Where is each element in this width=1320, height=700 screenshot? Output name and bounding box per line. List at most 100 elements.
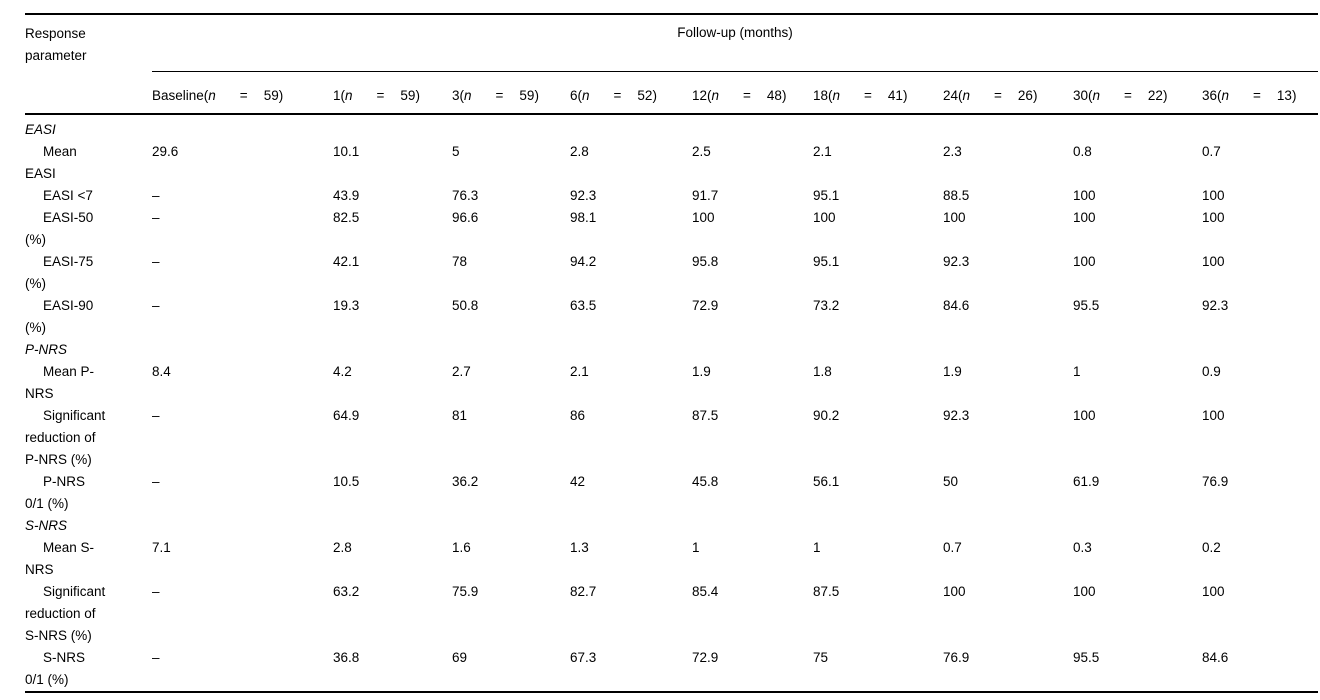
cell-value: 2.3 xyxy=(943,144,962,159)
cell-value: 81 xyxy=(452,408,468,423)
cell-value: 100 xyxy=(1202,584,1225,599)
cell-value: 43.9 xyxy=(333,188,360,203)
row-parameter-header: Response parameter xyxy=(25,26,87,63)
cell-value xyxy=(152,515,333,537)
table-row: Significant reduction of S-NRS (%) – 63.2 7… xyxy=(25,581,1318,647)
cell-value: 45.8 xyxy=(692,474,719,489)
cell-value: 100 xyxy=(943,210,966,225)
cell-value xyxy=(570,113,692,141)
cell-value: 95.1 xyxy=(813,188,840,203)
cell-value xyxy=(333,515,452,537)
cell-value: – xyxy=(152,408,160,423)
row-label: EASI <7 xyxy=(43,188,93,203)
cell-value: 1.9 xyxy=(692,364,711,379)
cell-value: 76.3 xyxy=(452,188,479,203)
cell-value: 2.1 xyxy=(813,144,832,159)
cell-value: 72.9 xyxy=(692,650,719,665)
cell-value: 100 xyxy=(1202,188,1225,203)
cell-value xyxy=(152,113,333,141)
followup-months-header: Follow-up (months) xyxy=(152,14,1319,72)
cell-value: 42 xyxy=(570,474,586,489)
cell-value xyxy=(692,113,813,141)
cell-value: 29.6 xyxy=(152,144,179,159)
cell-value: 100 xyxy=(1073,210,1096,225)
table-row: Mean EASI 29.6 10.1 5 2.8 2.5 2.1 2.3 0.8 0.7 xyxy=(25,141,1318,185)
column-header: Baseline(n = 59) xyxy=(152,88,284,103)
cell-value xyxy=(692,515,813,537)
cell-value: 100 xyxy=(1073,408,1096,423)
table-row: EASI-75 (%) – 42.1 78 94.2 95.8 95.1 92.3 100 100 xyxy=(25,251,1318,295)
column-header: 30(n = 22) xyxy=(1073,88,1168,103)
cell-value: 85.4 xyxy=(692,584,719,599)
cell-value: 0.7 xyxy=(1202,144,1221,159)
cell-value: – xyxy=(152,298,160,313)
cell-value xyxy=(692,339,813,361)
cell-value xyxy=(813,339,943,361)
cell-value xyxy=(1073,113,1202,141)
cell-value: 10.5 xyxy=(333,474,360,489)
cell-value: 82.7 xyxy=(570,584,597,599)
cell-value xyxy=(333,113,452,141)
table-row: S-NRS xyxy=(25,515,1318,537)
table-row: Mean S- NRS 7.1 2.8 1.6 1.3 1 1 0.7 0.3 0.2 xyxy=(25,537,1318,581)
cell-value: – xyxy=(152,474,160,489)
row-label: EASI-50 (%) xyxy=(25,210,94,247)
cell-value: 82.5 xyxy=(333,210,360,225)
cell-value: 100 xyxy=(1202,254,1225,269)
cell-value: 90.2 xyxy=(813,408,840,423)
cell-value: – xyxy=(152,210,160,225)
cell-value: 0.2 xyxy=(1202,540,1221,555)
section-label: S-NRS xyxy=(25,518,68,533)
cell-value xyxy=(1073,515,1202,537)
cell-value: 94.2 xyxy=(570,254,597,269)
cell-value xyxy=(943,515,1073,537)
cell-value: 100 xyxy=(1073,584,1096,599)
cell-value: 98.1 xyxy=(570,210,597,225)
cell-value xyxy=(813,113,943,141)
cell-value: 87.5 xyxy=(692,408,719,423)
cell-value: 96.6 xyxy=(452,210,479,225)
cell-value xyxy=(1202,515,1318,537)
table-row: EASI xyxy=(25,113,1319,141)
row-label: Significant reduction of S-NRS (%) xyxy=(25,584,106,643)
cell-value: 0.3 xyxy=(1073,540,1092,555)
row-label: Significant reduction of P-NRS (%) xyxy=(25,408,106,467)
cell-value: 69 xyxy=(452,650,468,665)
cell-value: 91.7 xyxy=(692,188,719,203)
followup-results-table: Response parameter Follow-up (months) Ba… xyxy=(25,13,1319,693)
cell-value: 75 xyxy=(813,650,829,665)
cell-value: 95.1 xyxy=(813,254,840,269)
cell-value: 50 xyxy=(943,474,959,489)
cell-value: 87.5 xyxy=(813,584,840,599)
table-body: EASI Mean EASI 29.6 10.1 5 2.8 2.5 2.1 2.3 0.8 0.7… xyxy=(25,113,1319,692)
cell-value: 78 xyxy=(452,254,468,269)
cell-value: 64.9 xyxy=(333,408,360,423)
cell-value: 8.4 xyxy=(152,364,171,379)
cell-value: 67.3 xyxy=(570,650,597,665)
cell-value: 95.8 xyxy=(692,254,719,269)
cell-value: 100 xyxy=(1202,408,1225,423)
cell-value: 92.3 xyxy=(943,254,970,269)
cell-value: 56.1 xyxy=(813,474,840,489)
row-label: Mean EASI xyxy=(25,144,77,181)
cell-value xyxy=(943,339,1073,361)
column-header: 3(n = 59) xyxy=(452,88,539,103)
cell-value: 95.5 xyxy=(1073,298,1100,313)
cell-value: 84.6 xyxy=(1202,650,1229,665)
cell-value xyxy=(570,339,692,361)
table-row: P-NRS 0/1 (%) – 10.5 36.2 42 45.8 56.1 50 61.9 76… xyxy=(25,471,1318,515)
table-row: S-NRS 0/1 (%) – 36.8 69 67.3 72.9 75 76.9 95.5 84… xyxy=(25,647,1318,692)
cell-value: 0.9 xyxy=(1202,364,1221,379)
table-row: EASI <7 – 43.9 76.3 92.3 91.7 95.1 88.5 100 100 xyxy=(25,185,1318,207)
cell-value: 2.8 xyxy=(333,540,352,555)
span-header-row: Response parameter Follow-up (months) xyxy=(25,14,1319,72)
cell-value xyxy=(1202,113,1319,141)
cell-value: 1 xyxy=(692,540,700,555)
column-header: 18(n = 41) xyxy=(813,88,908,103)
cell-value: – xyxy=(152,254,160,269)
cell-value: 88.5 xyxy=(943,188,970,203)
row-label: P-NRS 0/1 (%) xyxy=(25,474,86,511)
row-label: EASI-75 (%) xyxy=(25,254,94,291)
table-header: Response parameter Follow-up (months) Ba… xyxy=(25,14,1319,114)
cell-value: 1 xyxy=(813,540,821,555)
